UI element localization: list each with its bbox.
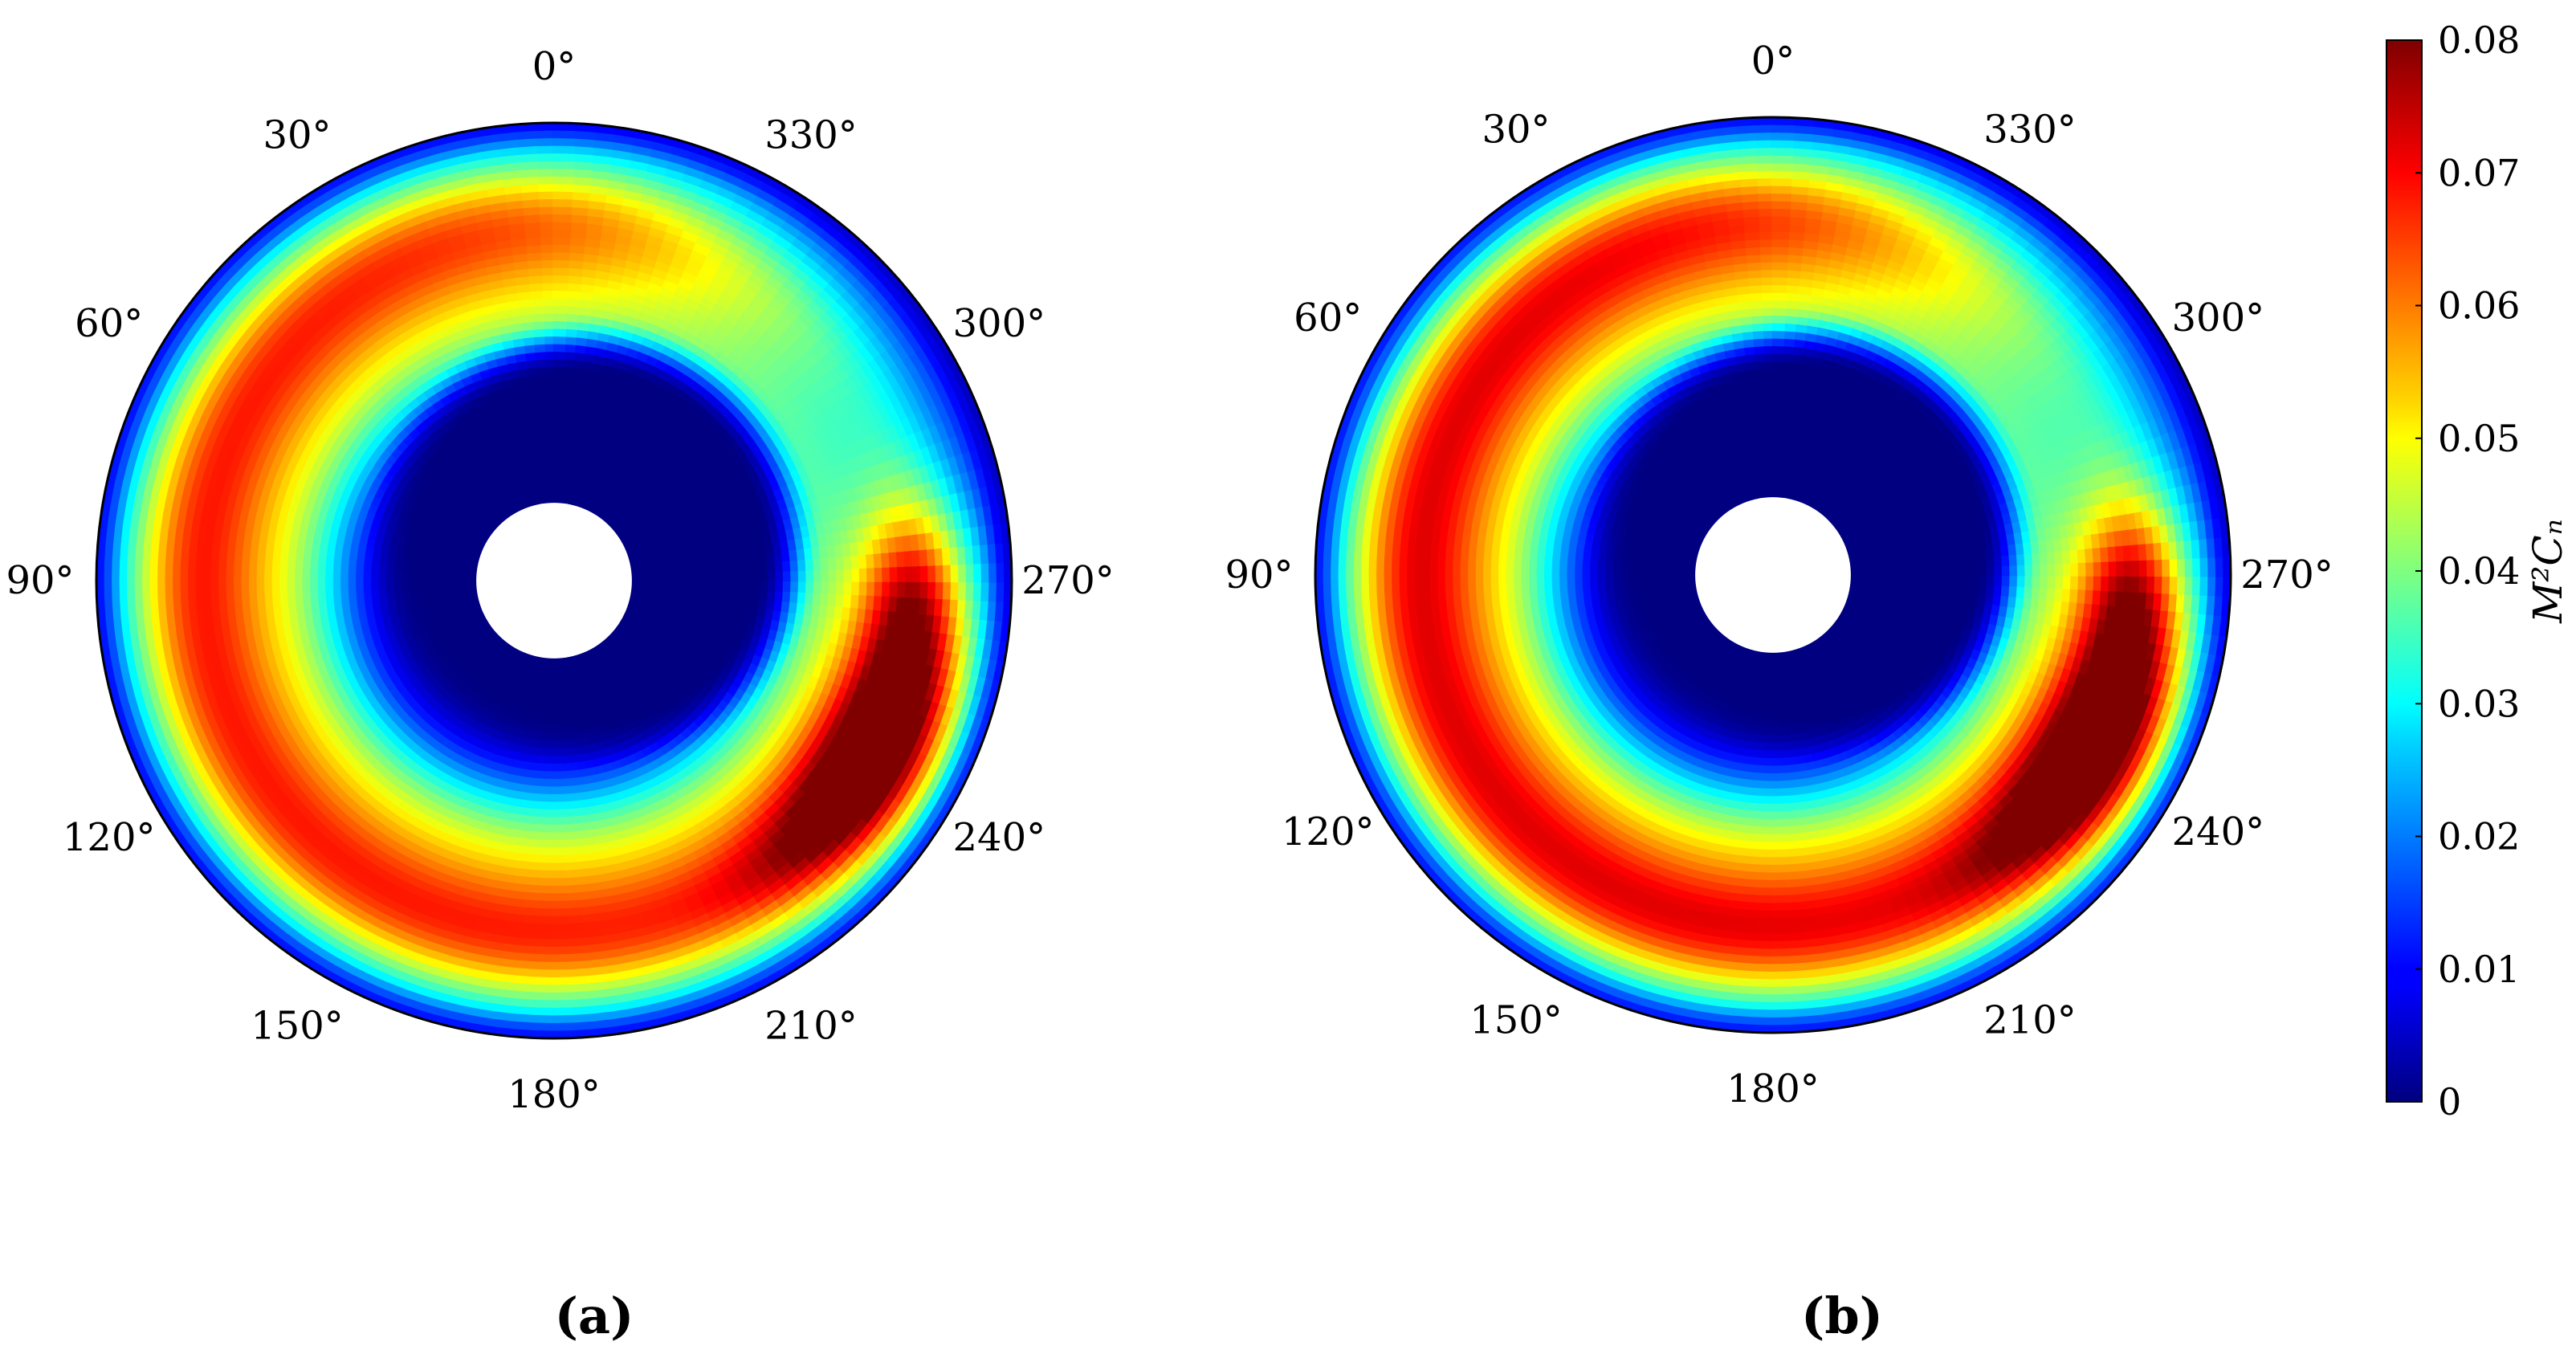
heatmap-cell: [653, 575, 663, 581]
polar-panel-a: 0°30°60°90°120°150°180°210°240°270°300°3…: [6, 44, 1114, 1117]
heatmap-cell: [660, 569, 670, 577]
heatmap-cell: [548, 464, 555, 475]
heatmap-cell: [638, 576, 648, 581]
heatmap-cell: [438, 585, 448, 592]
heatmap-cell: [548, 671, 555, 682]
heatmap-cell: [553, 656, 559, 667]
heatmap-cell: [630, 576, 640, 581]
heatmap-cell: [544, 679, 551, 690]
heatmap-cell: [660, 580, 670, 586]
heatmap-cell: [539, 679, 546, 689]
heatmap-cell: [460, 580, 471, 585]
heatmap-cell: [630, 583, 640, 589]
heatmap-cell: [645, 580, 655, 586]
heatmap-cell: [468, 573, 479, 578]
heatmap-cell: [469, 593, 480, 600]
heatmap-cell: [659, 589, 670, 597]
heatmap-cell: [660, 575, 670, 581]
heatmap-cell: [560, 495, 566, 505]
heatmap-cell: [653, 580, 663, 586]
heatmap-cell: [430, 585, 441, 593]
heatmap-cell: [446, 565, 456, 573]
heatmap-cell: [557, 487, 563, 497]
heatmap-cell: [553, 464, 560, 475]
heatmap-cell: [535, 495, 541, 507]
heatmap-cell: [430, 564, 441, 572]
heatmap-cell: [553, 487, 559, 497]
heatmap-cell: [545, 664, 551, 675]
heatmap-cell: [557, 471, 565, 483]
heatmap-cell: [556, 495, 562, 505]
heatmap-cell: [468, 576, 479, 581]
heatmap-cell: [652, 584, 663, 591]
heatmap-cell: [553, 495, 559, 505]
heatmap-cell: [561, 479, 568, 491]
heatmap-cell: [453, 575, 463, 581]
heatmap-cell: [548, 679, 555, 690]
heatmap-cell: [630, 586, 640, 593]
heatmap-cell: [645, 584, 655, 590]
heatmap-cell: [438, 565, 449, 572]
heatmap-cell: [644, 588, 655, 594]
heatmap-cell: [557, 479, 564, 490]
heatmap-cell: [453, 580, 463, 586]
heatmap-cell: [460, 576, 471, 581]
heatmap-cell: [567, 654, 573, 666]
heatmap-cell: [553, 479, 560, 490]
heatmap-cell: [542, 456, 550, 467]
heatmap-cell: [549, 495, 555, 505]
heatmap-cell: [453, 571, 463, 577]
heatmap-cell: [438, 569, 448, 577]
heatmap-cell: [461, 568, 471, 574]
heatmap-cell: [548, 471, 555, 482]
heatmap-cell: [543, 464, 550, 475]
heatmap-cell: [538, 686, 545, 697]
heatmap-cell: [628, 561, 639, 568]
heatmap-cell: [553, 687, 560, 697]
heatmap-cell: [548, 687, 555, 697]
heatmap-cell: [445, 580, 455, 586]
heatmap-cell: [544, 671, 551, 682]
heatmap-cell: [637, 587, 647, 593]
heatmap-cell: [468, 580, 479, 585]
heatmap-cell: [558, 687, 565, 697]
heatmap-cell: [560, 487, 567, 498]
heatmap-cell: [548, 456, 555, 467]
heatmap-cell: [549, 664, 555, 675]
heatmap-cell: [546, 656, 552, 667]
heatmap-cell: [542, 656, 548, 667]
heatmap-cell: [468, 569, 479, 575]
heatmap-cell: [630, 580, 640, 585]
heatmap-cell: [660, 585, 670, 592]
heatmap-cell: [553, 679, 560, 690]
heatmap-cell: [553, 671, 560, 682]
heatmap-cell: [453, 567, 464, 573]
heatmap-cell: [553, 471, 560, 482]
heatmap-cell: [430, 580, 440, 587]
heatmap-cell: [543, 687, 550, 697]
heatmap-cell: [558, 464, 565, 475]
heatmap-cell: [553, 664, 559, 675]
heatmap-cell: [548, 479, 555, 490]
heatmap-cell: [430, 574, 440, 581]
heatmap-cell: [638, 580, 648, 585]
heatmap-cell: [549, 656, 555, 667]
heatmap-cell: [445, 570, 456, 577]
heatmap-cell: [438, 580, 448, 586]
heatmap-cell: [540, 671, 547, 682]
heatmap-cell: [645, 575, 655, 581]
heatmap-cell: [460, 572, 471, 577]
heatmap-cell: [541, 663, 548, 674]
heatmap-cell: [563, 464, 570, 475]
heatmap-cell: [549, 487, 555, 497]
heatmap-cell: [438, 575, 448, 581]
heatmap-cell: [638, 584, 648, 589]
heatmap-cell: [562, 472, 569, 483]
heatmap-cell: [652, 589, 662, 596]
heatmap-cell: [430, 569, 441, 577]
heatmap-cell: [445, 575, 455, 581]
